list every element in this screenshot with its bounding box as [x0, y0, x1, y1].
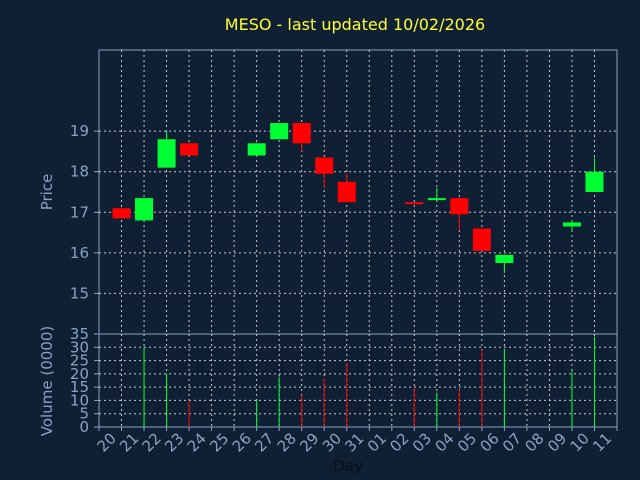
price-tick-label: 19 — [70, 122, 89, 140]
volume-grid — [99, 334, 617, 427]
volume-tick-label: 25 — [70, 352, 89, 370]
volume-tick-label: 5 — [79, 405, 89, 423]
volume-tick-label: 35 — [70, 325, 89, 343]
x-tick-label: 11 — [589, 429, 615, 455]
volume-tick-label: 30 — [70, 338, 89, 356]
candle-body — [427, 198, 446, 201]
price-tick-label: 16 — [70, 244, 89, 262]
volume-tick-label: 10 — [70, 391, 89, 409]
price-y-label: Price — [38, 174, 56, 211]
candle-body — [180, 143, 199, 156]
candle-body — [585, 171, 604, 192]
price-y-ticks: 15 16 17 18 19 — [70, 122, 99, 302]
price-tick-label: 17 — [70, 203, 89, 221]
price-tick-label: 18 — [70, 163, 89, 181]
volume-plot-area — [98, 333, 618, 428]
candle-body — [450, 198, 469, 215]
candle-body — [405, 202, 424, 205]
volume-y-label: Volume (0000) — [38, 326, 56, 436]
candle-body — [472, 228, 491, 251]
price-tick-label: 15 — [70, 284, 89, 302]
candle-body — [562, 222, 581, 227]
candle-body — [112, 208, 131, 219]
candle-body — [157, 139, 176, 168]
candle-body — [337, 181, 356, 203]
volume-tick-label: 20 — [70, 365, 89, 383]
candle-body — [292, 123, 311, 144]
volume-tick-label: 0 — [79, 418, 89, 436]
candle-body — [270, 123, 289, 140]
volume-tick-label: 15 — [70, 378, 89, 396]
candle-body — [315, 157, 334, 174]
volume-bars — [143, 336, 595, 427]
candle-body — [135, 198, 154, 221]
candle-body — [247, 143, 266, 156]
x-axis-label: Day — [333, 457, 363, 475]
candles — [112, 123, 604, 274]
candle-body — [495, 254, 514, 263]
price-plot-area — [98, 49, 618, 335]
chart-title: MESO - last updated 10/02/2026 — [225, 15, 485, 34]
x-tick-labels: 2021222324252627282930310102030405060708… — [94, 427, 618, 456]
price-grid — [99, 50, 617, 334]
